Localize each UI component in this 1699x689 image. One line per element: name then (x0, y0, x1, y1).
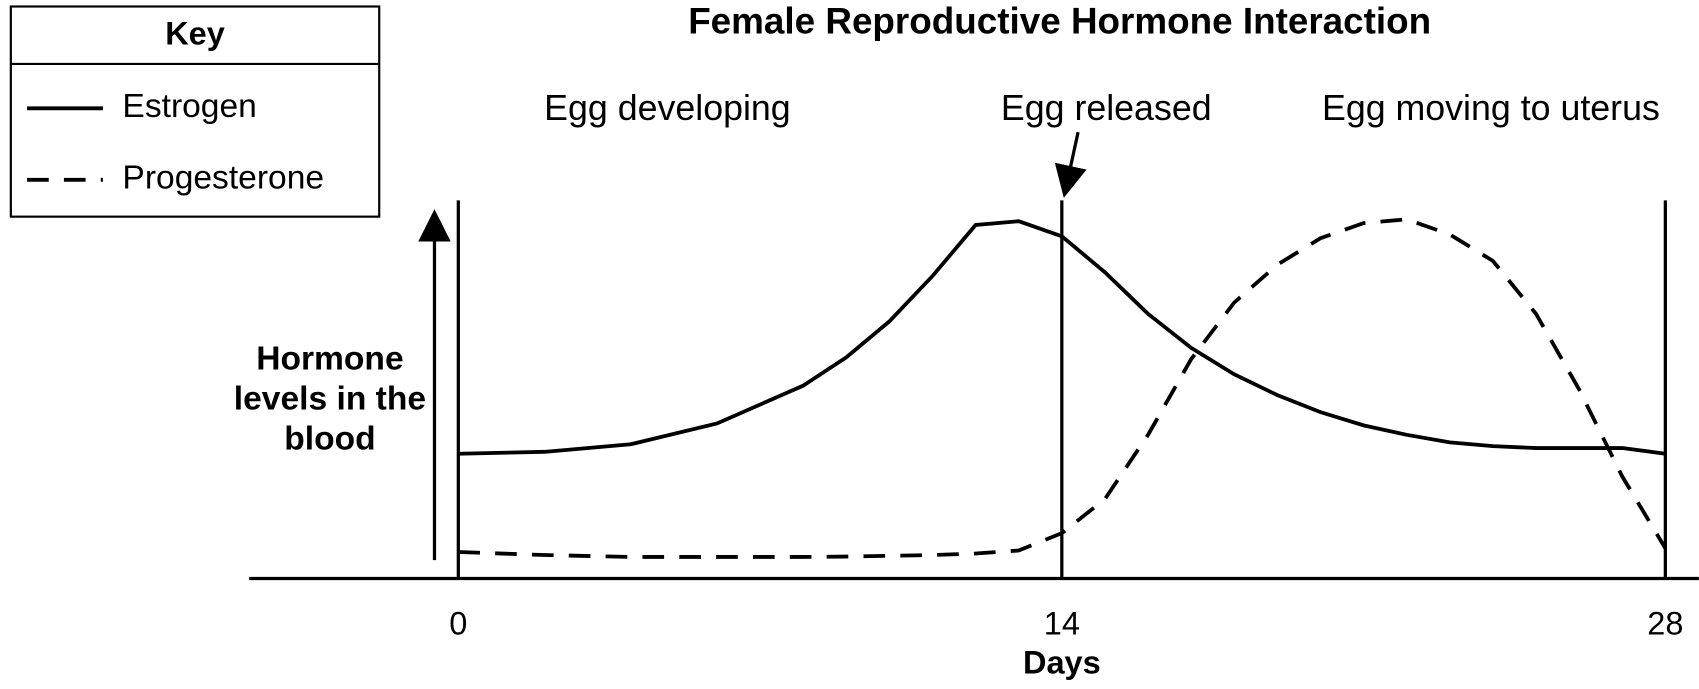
annotation: Egg developing (544, 88, 791, 128)
x-tick-label: 0 (449, 606, 467, 642)
legend-label: Estrogen (122, 88, 256, 125)
annotation: Egg released (1001, 88, 1212, 128)
x-tick-label: 28 (1647, 606, 1683, 642)
x-tick-label: 14 (1044, 606, 1080, 642)
y-axis-label: Hormone levels in the blood (233, 339, 427, 458)
annotation-arrow (1054, 131, 1087, 198)
legend-box (9, 5, 381, 218)
legend-label: Progesterone (122, 160, 324, 197)
series-line (458, 217, 1667, 559)
series-line (458, 219, 1666, 456)
legend-title: Key (165, 15, 225, 51)
x-axis-label: Days (1023, 645, 1101, 681)
chart-title: Female Reproductive Hormone Interaction (688, 1, 1431, 42)
annotation: Egg moving to uterus (1322, 88, 1660, 128)
